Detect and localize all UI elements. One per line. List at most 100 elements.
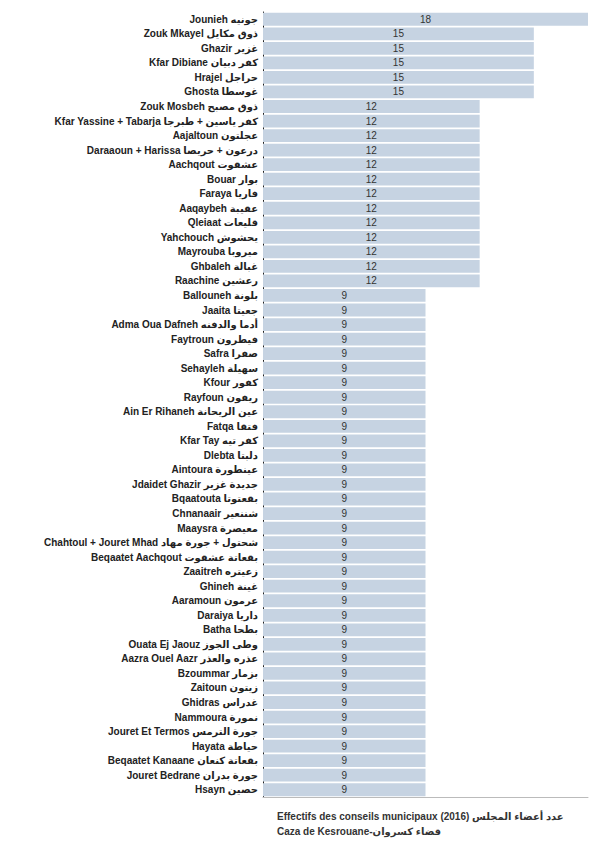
svg-text:Ghosta غوسطا: Ghosta غوسطا (184, 86, 258, 98)
svg-text:9: 9 (341, 610, 347, 621)
svg-text:9: 9 (341, 741, 347, 752)
svg-text:Zaaitreh زعيتره: Zaaitreh زعيتره (183, 566, 258, 578)
svg-text:9: 9 (341, 334, 347, 345)
svg-text:Fatqa فتقا: Fatqa فتقا (207, 421, 258, 432)
svg-text:Sehayleh سهيلة: Sehayleh سهيلة (181, 363, 259, 375)
svg-text:12: 12 (366, 261, 378, 272)
svg-text:Aaqaybeh عقيبة: Aaqaybeh عقيبة (179, 203, 258, 214)
svg-text:Daraiya داريا: Daraiya داريا (197, 610, 258, 622)
svg-text:Hayata حياطة: Hayata حياطة (192, 741, 258, 752)
svg-text:Bzoummar بزمار: Bzoummar بزمار (178, 668, 258, 680)
svg-text:15: 15 (393, 57, 405, 68)
svg-text:9: 9 (341, 595, 347, 606)
svg-text:9: 9 (341, 493, 347, 504)
svg-text:12: 12 (366, 145, 378, 156)
svg-text:Ghineh غينة: Ghineh غينة (200, 581, 258, 592)
svg-text:Aazra Ouel Aazr عذره والعذر: Aazra Ouel Aazr عذره والعذر (121, 653, 258, 665)
svg-text:Ain Er Rihaneh عين الريحانة: Ain Er Rihaneh عين الريحانة (123, 406, 258, 418)
svg-text:Qleiaat قليعات: Qleiaat قليعات (188, 217, 258, 228)
svg-text:Ghazir غزير: Ghazir غزير (201, 43, 258, 55)
svg-text:9: 9 (341, 377, 347, 388)
svg-text:15: 15 (393, 72, 405, 83)
svg-text:Bouar بوار: Bouar بوار (207, 174, 258, 186)
svg-text:Ouata Ej Jaouz وطى الجوز: Ouata Ej Jaouz وطى الجوز (129, 639, 258, 651)
svg-text:Jouret Bedrane جورة بدران: Jouret Bedrane جورة بدران (127, 770, 258, 782)
svg-text:Beqaatet Aachqout بقعاتة عشقوت: Beqaatet Aachqout بقعاتة عشقوت (91, 552, 258, 564)
svg-text:Dlebta دلبتا: Dlebta دلبتا (204, 450, 258, 461)
svg-text:9: 9 (341, 421, 347, 432)
svg-text:Aintoura عينطورة: Aintoura عينطورة (171, 464, 258, 476)
svg-text:9: 9 (341, 682, 347, 693)
svg-text:9: 9 (341, 479, 347, 490)
svg-text:9: 9 (341, 523, 347, 534)
svg-text:12: 12 (366, 232, 378, 243)
svg-text:9: 9 (341, 392, 347, 403)
svg-text:9: 9 (341, 668, 347, 679)
svg-text:Adma Oua Dafneh أدما والدفنه: Adma Oua Dafneh أدما والدفنه (111, 318, 258, 331)
svg-text:Chnanaair شننعير: Chnanaair شننعير (172, 508, 258, 520)
svg-text:9: 9 (341, 537, 347, 548)
svg-text:Nammoura نمورة: Nammoura نمورة (175, 712, 258, 724)
svg-text:Faraya فاريا: Faraya فاريا (199, 188, 258, 200)
svg-text:9: 9 (341, 712, 347, 723)
svg-text:Beqaatet Kanaane بقعاتة كنعان: Beqaatet Kanaane بقعاتة كنعان (108, 755, 258, 766)
svg-text:9: 9 (341, 508, 347, 519)
svg-text:12: 12 (366, 116, 378, 127)
svg-text:Mayrouba ميروبا: Mayrouba ميروبا (178, 246, 258, 258)
svg-text:Maaysra معيصرة: Maaysra معيصرة (177, 523, 258, 535)
svg-text:9: 9 (341, 755, 347, 766)
svg-text:12: 12 (366, 159, 378, 170)
svg-text:Faytroun فيطرون: Faytroun فيطرون (171, 334, 258, 346)
svg-text:Zouk Mkayel ذوق مكايل: Zouk Mkayel ذوق مكايل (144, 28, 258, 40)
svg-text:Aaramoun عرمون: Aaramoun عرمون (172, 595, 258, 607)
svg-text:9: 9 (341, 697, 347, 708)
svg-text:12: 12 (366, 246, 378, 257)
svg-text:Daraaoun + Harissa درعون + حري: Daraaoun + Harissa درعون + حريصا (87, 145, 258, 157)
svg-text:9: 9 (341, 464, 347, 475)
svg-text:Chahtoul + Jouret Mhad شحتول +: Chahtoul + Jouret Mhad شحتول + جورة مهاد (44, 537, 258, 549)
svg-text:Kfar Dibiane كفر دبيان: Kfar Dibiane كفر دبيان (149, 57, 258, 69)
svg-text:Batha بطحا: Batha بطحا (203, 624, 258, 635)
svg-text:Hrajel حراجل: Hrajel حراجل (194, 72, 258, 84)
svg-text:9: 9 (341, 552, 347, 563)
svg-text:Ballouneh بلونة: Ballouneh بلونة (183, 290, 258, 302)
svg-text:12: 12 (366, 174, 378, 185)
svg-text:9: 9 (341, 435, 347, 446)
svg-text:9: 9 (341, 290, 347, 301)
svg-text:9: 9 (341, 566, 347, 577)
svg-text:Aajaltoun عجلتون: Aajaltoun عجلتون (173, 130, 258, 142)
svg-text:9: 9 (341, 784, 347, 795)
svg-text:9: 9 (341, 406, 347, 417)
svg-text:Rayfoun ريفون: Rayfoun ريفون (184, 392, 259, 404)
svg-text:12: 12 (366, 188, 378, 199)
svg-text:9: 9 (341, 305, 347, 316)
svg-text:Hsayn حصين: Hsayn حصين (195, 784, 258, 796)
svg-text:9: 9 (341, 639, 347, 650)
svg-text:15: 15 (393, 43, 405, 54)
svg-text:12: 12 (366, 203, 378, 214)
svg-text:Bqaatouta بقعتوتا: Bqaatouta بقعتوتا (172, 493, 258, 505)
svg-text:Jdaidet Ghazir جديدة غزير: Jdaidet Ghazir جديدة غزير (132, 479, 258, 491)
svg-text:Jounieh جونيه: Jounieh جونيه (189, 14, 258, 26)
svg-text:9: 9 (341, 348, 347, 359)
svg-text:9: 9 (341, 450, 347, 461)
svg-text:9: 9 (341, 726, 347, 737)
svg-text:9: 9 (341, 319, 347, 330)
svg-text:Jaaita جعيتا: Jaaita جعيتا (202, 305, 258, 316)
svg-text:9: 9 (341, 624, 347, 635)
svg-text:9: 9 (341, 653, 347, 664)
svg-text:Kfar Tay كفر تيه: Kfar Tay كفر تيه (180, 435, 258, 447)
svg-text:Zaitoun زيتون: Zaitoun زيتون (191, 682, 259, 694)
svg-text:Jouret Et Termos جورة الترمس: Jouret Et Termos جورة الترمس (108, 726, 258, 738)
svg-text:9: 9 (341, 581, 347, 592)
svg-text:Ghbaleh غبالة: Ghbaleh غبالة (191, 261, 258, 272)
svg-text:18: 18 (420, 14, 432, 25)
svg-text:Kfour كفور: Kfour كفور (204, 377, 259, 389)
svg-text:Ghidras غدراس: Ghidras غدراس (182, 697, 258, 709)
svg-text:Effectifs des conseils municip: Effectifs des conseils municipaux (2016)… (277, 810, 564, 823)
svg-text:15: 15 (393, 86, 405, 97)
svg-text:9: 9 (341, 770, 347, 781)
svg-text:Aachqout عشقوت: Aachqout عشقوت (169, 159, 258, 171)
svg-text:9: 9 (341, 363, 347, 374)
svg-text:12: 12 (366, 101, 378, 112)
